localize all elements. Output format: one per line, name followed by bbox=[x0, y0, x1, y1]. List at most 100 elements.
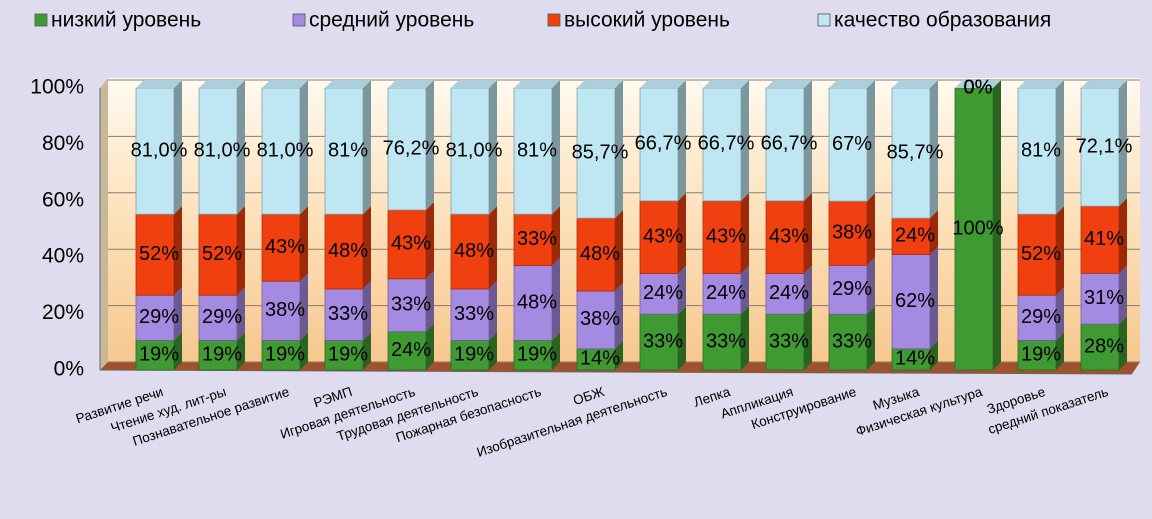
bar-side bbox=[489, 80, 497, 215]
value-label: 81,0% bbox=[194, 139, 251, 161]
bar-segment bbox=[198, 339, 238, 371]
value-label: 29% bbox=[832, 278, 872, 300]
bar-side bbox=[300, 273, 308, 341]
value-label: 62% bbox=[895, 290, 935, 312]
value-label: 33% bbox=[769, 330, 809, 352]
bar-side bbox=[867, 193, 875, 266]
bar-segment bbox=[702, 313, 742, 371]
bar-top bbox=[262, 80, 308, 88]
bar-segment bbox=[324, 87, 364, 215]
bar-segment bbox=[135, 87, 175, 215]
value-label: 66,7% bbox=[698, 133, 755, 155]
bar-top bbox=[955, 80, 1001, 88]
bar-side bbox=[489, 280, 497, 341]
value-label: 100% bbox=[952, 217, 1003, 239]
bar-segment bbox=[702, 87, 742, 202]
bar-side bbox=[1056, 206, 1064, 296]
value-label: 76,2% bbox=[383, 137, 440, 159]
bar-side bbox=[174, 332, 182, 370]
bar-segment bbox=[639, 273, 679, 315]
value-label: 29% bbox=[1021, 306, 1061, 328]
value-label: 0% bbox=[964, 76, 993, 98]
bar-segment bbox=[1080, 205, 1120, 274]
bar-side bbox=[426, 323, 434, 370]
bar-side bbox=[867, 80, 875, 202]
bar-side bbox=[426, 201, 434, 279]
value-label: 38% bbox=[265, 299, 305, 321]
bar-side bbox=[678, 306, 686, 370]
bar-segment bbox=[1017, 294, 1057, 341]
value-label: 67% bbox=[832, 133, 872, 155]
value-label: 24% bbox=[706, 282, 746, 304]
bar-segment bbox=[198, 294, 238, 341]
y-tick-label: 80% bbox=[42, 132, 84, 155]
value-label: 19% bbox=[454, 343, 494, 365]
bar-segment bbox=[450, 213, 490, 290]
value-label: 66,7% bbox=[761, 133, 818, 155]
bar-top bbox=[640, 80, 686, 88]
value-label: 24% bbox=[391, 339, 431, 361]
bar-side bbox=[1056, 287, 1064, 341]
bar-side bbox=[300, 80, 308, 215]
bar-side bbox=[237, 332, 245, 370]
value-label: 33% bbox=[706, 330, 746, 352]
value-label: 38% bbox=[832, 222, 872, 244]
value-label: 43% bbox=[391, 233, 431, 255]
bar-side bbox=[552, 257, 560, 341]
value-label: 14% bbox=[580, 348, 620, 370]
bar-side bbox=[1056, 332, 1064, 370]
y-tick-label: 0% bbox=[54, 358, 84, 381]
bar-side bbox=[741, 80, 749, 201]
value-label: 66,7% bbox=[635, 133, 692, 155]
bar-top bbox=[199, 80, 245, 88]
bar-side bbox=[930, 80, 938, 219]
value-label: 52% bbox=[202, 243, 242, 265]
bar-segment bbox=[1017, 339, 1057, 371]
value-label: 33% bbox=[517, 228, 557, 250]
y-tick-label: 100% bbox=[30, 76, 84, 99]
legend-marker bbox=[817, 13, 831, 27]
value-label: 19% bbox=[328, 343, 368, 365]
value-label: 48% bbox=[517, 291, 557, 313]
value-label: 19% bbox=[139, 343, 179, 365]
bar-segment bbox=[1017, 213, 1057, 296]
bar-top bbox=[703, 80, 749, 88]
value-label: 14% bbox=[895, 348, 935, 370]
value-label: 33% bbox=[328, 303, 368, 325]
bar-segment bbox=[891, 217, 931, 255]
bar-side bbox=[426, 270, 434, 332]
bar-side bbox=[930, 340, 938, 370]
bar-side bbox=[300, 206, 308, 282]
value-label: 81% bbox=[517, 139, 557, 161]
bar-side bbox=[363, 80, 371, 215]
bar-top bbox=[766, 80, 812, 88]
bar-segment bbox=[387, 209, 427, 280]
bar-side bbox=[615, 80, 623, 219]
bar-side bbox=[930, 246, 938, 349]
value-label: 19% bbox=[1021, 343, 1061, 365]
bar-segment bbox=[765, 200, 805, 274]
legend-marker bbox=[547, 13, 561, 27]
bar-side bbox=[930, 210, 938, 255]
bar-segment bbox=[261, 213, 301, 282]
value-label: 24% bbox=[643, 282, 683, 304]
value-label: 33% bbox=[391, 293, 431, 315]
bar-segment bbox=[198, 213, 238, 296]
bar-segment bbox=[1017, 87, 1057, 215]
value-label: 43% bbox=[769, 225, 809, 247]
y-tick-label: 40% bbox=[42, 245, 84, 268]
bar-segment bbox=[954, 87, 994, 371]
bar-side bbox=[1119, 316, 1127, 370]
value-label: 19% bbox=[202, 343, 242, 365]
value-label: 52% bbox=[139, 243, 179, 265]
bar-side bbox=[741, 265, 749, 315]
bar-side bbox=[615, 283, 623, 349]
bar-top bbox=[514, 80, 560, 88]
bar-segment bbox=[324, 213, 364, 290]
bar-side bbox=[552, 206, 560, 266]
y-tick-label: 60% bbox=[42, 188, 84, 211]
value-label: 48% bbox=[328, 240, 368, 262]
bar-segment bbox=[513, 265, 553, 341]
bar-top bbox=[388, 80, 434, 88]
